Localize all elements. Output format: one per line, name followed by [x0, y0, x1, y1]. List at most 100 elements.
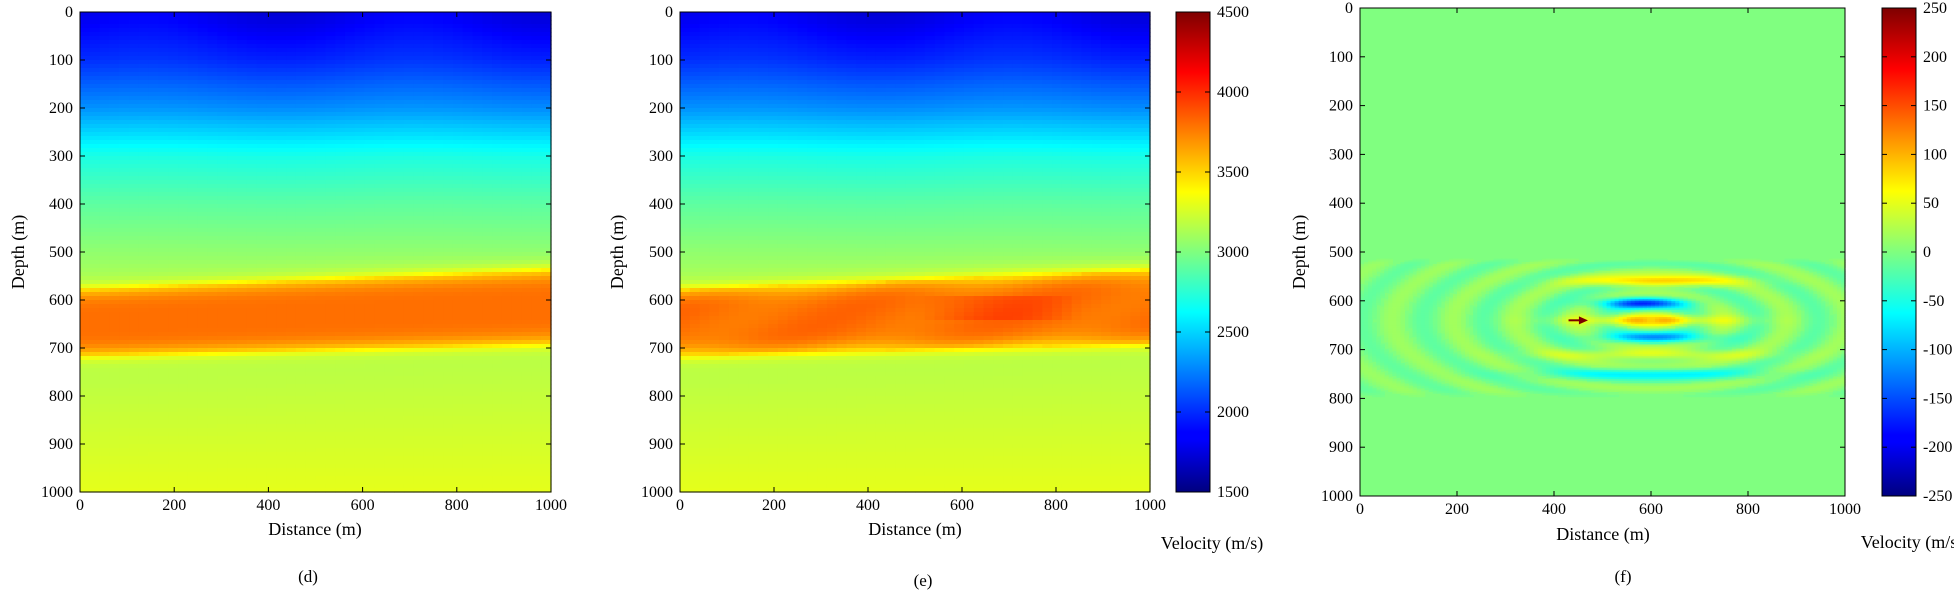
heatmap-cell [512, 76, 522, 81]
heatmap-cell [149, 300, 159, 305]
heatmap-cell [502, 240, 512, 245]
heatmap-cell [188, 192, 198, 197]
heatmap-cell [276, 236, 286, 241]
heatmap-cell [365, 420, 375, 425]
heatmap-cell [335, 236, 345, 241]
heatmap-cell [296, 24, 306, 29]
heatmap-cell [541, 172, 551, 177]
heatmap-cell [482, 148, 492, 153]
heatmap-cell [257, 380, 267, 385]
heatmap-cell [139, 352, 149, 357]
heatmap-cell [443, 364, 453, 369]
heatmap-cell [129, 288, 139, 293]
heatmap-cell [522, 116, 532, 121]
heatmap-cell [178, 388, 188, 393]
heatmap-cell [227, 156, 237, 161]
heatmap-cell [168, 136, 178, 141]
heatmap-cell [433, 44, 443, 49]
heatmap-cell [345, 420, 355, 425]
heatmap-cell [394, 152, 404, 157]
heatmap-cell [473, 132, 483, 137]
heatmap-cell [384, 136, 394, 141]
heatmap-cell [296, 136, 306, 141]
heatmap-cell [433, 336, 443, 341]
heatmap-cell [119, 116, 129, 121]
heatmap-cell [345, 264, 355, 269]
heatmap-cell [502, 348, 512, 353]
heatmap-cell [149, 380, 159, 385]
heatmap-cell [306, 32, 316, 37]
heatmap-cell [119, 320, 129, 325]
heatmap-cell [237, 44, 247, 49]
heatmap-cell [355, 108, 365, 113]
heatmap-cell [473, 140, 483, 145]
heatmap-cell [168, 16, 178, 21]
heatmap-cell [404, 244, 414, 249]
heatmap-cell [482, 328, 492, 333]
heatmap-cell [159, 160, 169, 165]
heatmap-cell [394, 220, 404, 225]
heatmap-cell [404, 392, 414, 397]
heatmap-cell [541, 308, 551, 313]
heatmap-cell [198, 112, 208, 117]
heatmap-cell [316, 256, 326, 261]
heatmap-cell [345, 392, 355, 397]
heatmap-cell [188, 32, 198, 37]
heatmap-cell [247, 424, 257, 429]
heatmap-cell [423, 148, 433, 153]
heatmap-cell [198, 144, 208, 149]
heatmap-cell [473, 168, 483, 173]
heatmap-cell [365, 316, 375, 321]
heatmap-cell [414, 292, 424, 297]
heatmap-cell [404, 416, 414, 421]
heatmap-cell [217, 240, 227, 245]
heatmap-cell [502, 172, 512, 177]
heatmap-cell [296, 424, 306, 429]
heatmap-cell [492, 52, 502, 57]
heatmap-cell [129, 364, 139, 369]
heatmap-cell [168, 20, 178, 25]
heatmap-cell [541, 220, 551, 225]
heatmap-cell [365, 140, 375, 145]
heatmap-cell [404, 272, 414, 277]
heatmap-cell [541, 80, 551, 85]
heatmap-cell [453, 188, 463, 193]
heatmap-cell [149, 36, 159, 41]
heatmap-cell [217, 292, 227, 297]
heatmap-cell [492, 184, 502, 189]
heatmap-cell [257, 76, 267, 81]
heatmap-cell [335, 332, 345, 337]
heatmap-cell [208, 132, 218, 137]
heatmap-cell [384, 284, 394, 289]
heatmap-cell [276, 228, 286, 233]
heatmap-cell [531, 16, 541, 21]
heatmap-cell [374, 84, 384, 89]
heatmap-cell [433, 80, 443, 85]
heatmap-cell [178, 236, 188, 241]
heatmap-cell [296, 84, 306, 89]
heatmap-cell [129, 72, 139, 77]
heatmap-cell [374, 220, 384, 225]
heatmap-cell [365, 312, 375, 317]
heatmap-cell [100, 72, 110, 77]
heatmap-cell [159, 236, 169, 241]
heatmap-cell [178, 112, 188, 117]
heatmap-cell [306, 416, 316, 421]
heatmap-cell [531, 240, 541, 245]
heatmap-cell [355, 368, 365, 373]
heatmap-cell [374, 292, 384, 297]
heatmap-cell [119, 364, 129, 369]
heatmap-cell [276, 120, 286, 125]
heatmap-cell [325, 416, 335, 421]
heatmap-cell [443, 96, 453, 101]
heatmap-cell [266, 220, 276, 225]
heatmap-cell [266, 236, 276, 241]
heatmap-cell [266, 376, 276, 381]
heatmap-cell [188, 272, 198, 277]
heatmap-cell [443, 36, 453, 41]
heatmap-cell [453, 20, 463, 25]
heatmap-cell [188, 128, 198, 133]
heatmap-cell [129, 44, 139, 49]
heatmap-cell [473, 244, 483, 249]
heatmap-cell [188, 180, 198, 185]
